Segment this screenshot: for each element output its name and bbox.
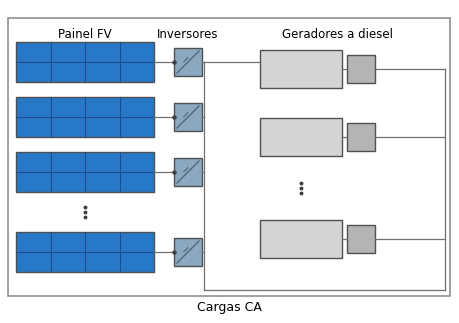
Bar bbox=[16, 97, 154, 137]
Bar bbox=[16, 152, 154, 192]
Bar bbox=[260, 118, 342, 156]
Bar bbox=[8, 18, 450, 296]
Bar bbox=[16, 232, 154, 272]
Text: Geradores a diesel: Geradores a diesel bbox=[282, 28, 393, 41]
Text: Painel FV: Painel FV bbox=[58, 28, 112, 41]
Bar bbox=[347, 225, 375, 253]
Bar bbox=[174, 238, 202, 266]
Bar bbox=[347, 55, 375, 83]
Bar bbox=[260, 50, 342, 88]
Bar bbox=[260, 220, 342, 258]
Bar bbox=[174, 158, 202, 186]
Bar bbox=[174, 103, 202, 131]
Bar bbox=[16, 42, 154, 82]
Bar bbox=[174, 48, 202, 76]
Bar bbox=[347, 123, 375, 151]
Text: Inversores: Inversores bbox=[157, 28, 219, 41]
Text: Cargas CA: Cargas CA bbox=[196, 301, 262, 315]
